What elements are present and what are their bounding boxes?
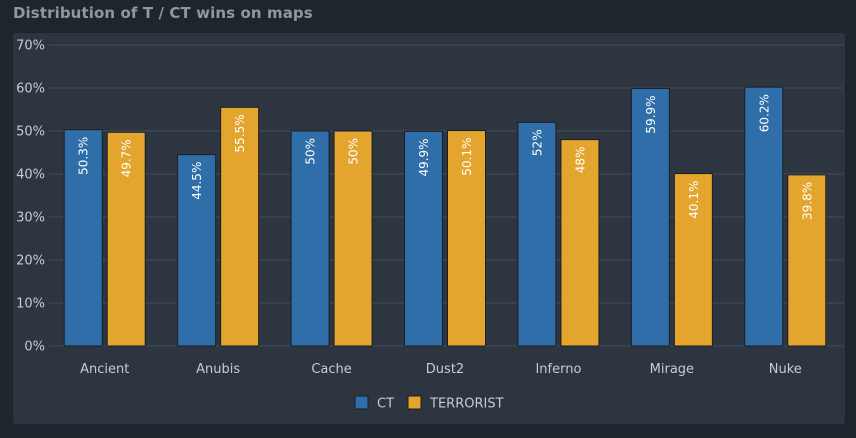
x-tick-label: Mirage [650, 362, 694, 377]
y-tick-label: 30% [16, 211, 45, 226]
legend[interactable]: CT TERRORIST [354, 395, 504, 412]
ct-bar[interactable] [517, 121, 557, 347]
legend-label: CT [377, 397, 394, 412]
bar-value-label: 49.9% [417, 138, 431, 176]
bar-value-label: 48% [573, 147, 587, 174]
bar-value-label: 60.2% [757, 94, 771, 132]
x-tick-label: Cache [311, 362, 351, 377]
y-axis-ticks: 0% 10% 20% 30% 40% 50% 60% 70% [16, 39, 45, 355]
ct-bar[interactable] [290, 130, 330, 347]
y-tick-label: 60% [16, 82, 45, 97]
legend-swatch [354, 395, 369, 410]
bar-value-label: 50% [304, 138, 318, 165]
y-tick-label: 50% [16, 125, 45, 140]
terrorist-bar[interactable] [106, 131, 146, 347]
x-tick-label: Nuke [769, 362, 802, 377]
legend-terrorist[interactable]: TERRORIST [407, 395, 504, 412]
bar-chart: 0%10%20%30%40%50%60%70% 50.3% 49.7%44.5%5… [16, 39, 843, 412]
x-tick-label: Dust2 [426, 362, 464, 377]
x-tick-label: Anubis [196, 362, 240, 377]
terrorist-bar[interactable] [220, 106, 260, 347]
bar-value-label: 59.9% [644, 95, 658, 133]
bar-value-label: 39.8% [800, 182, 814, 220]
grid-lines [49, 44, 843, 347]
bar-value-label: 44.5% [190, 162, 204, 200]
terrorist-bar[interactable] [333, 130, 373, 347]
y-tick-label: 10% [16, 297, 45, 312]
bars: 50.3% 49.7% 44.5% 55.5% 50% 50% 49.9% 50.1% 52% 4… [63, 86, 827, 347]
x-axis-ticks: Ancient Anubis Cache Dust2 Inferno Mirage Nuke [80, 362, 802, 377]
terrorist-bar[interactable] [560, 139, 600, 347]
chart-title: Distribution of T / CT wins on maps [13, 4, 313, 22]
ct-bar[interactable] [63, 129, 103, 347]
bar-value-label: 55.5% [233, 114, 247, 152]
bar-value-label: 50% [347, 138, 361, 165]
legend-swatch [407, 395, 422, 410]
x-tick-label: Inferno [535, 362, 581, 377]
ct-bar[interactable] [177, 154, 217, 347]
bar-value-label: 50.1% [460, 138, 474, 176]
ct-bar[interactable] [744, 86, 784, 347]
y-tick-label: 0% [24, 340, 45, 355]
bar-value-label: 40.1% [687, 181, 701, 219]
bar-value-label: 50.3% [77, 137, 91, 175]
chart-panel: 0% 10% 20% 30% 40% 50% 60% 70% 50.3% 49.7% 44.5% 5… [13, 33, 845, 424]
terrorist-bar[interactable] [673, 173, 713, 347]
ct-bar[interactable] [630, 87, 670, 347]
terrorist-bar[interactable] [447, 130, 486, 347]
x-tick-label: Ancient [80, 362, 129, 377]
ct-bar[interactable] [404, 130, 443, 347]
terrorist-bar[interactable] [787, 174, 827, 347]
bar-value-label: 52% [530, 129, 544, 156]
bar-value-label: 49.7% [120, 139, 134, 177]
legend-label: TERRORIST [429, 397, 504, 412]
y-tick-label: 70% [16, 39, 45, 54]
y-tick-label: 20% [16, 254, 45, 269]
y-tick-label: 40% [16, 168, 45, 183]
legend-ct[interactable]: CT [354, 395, 394, 412]
